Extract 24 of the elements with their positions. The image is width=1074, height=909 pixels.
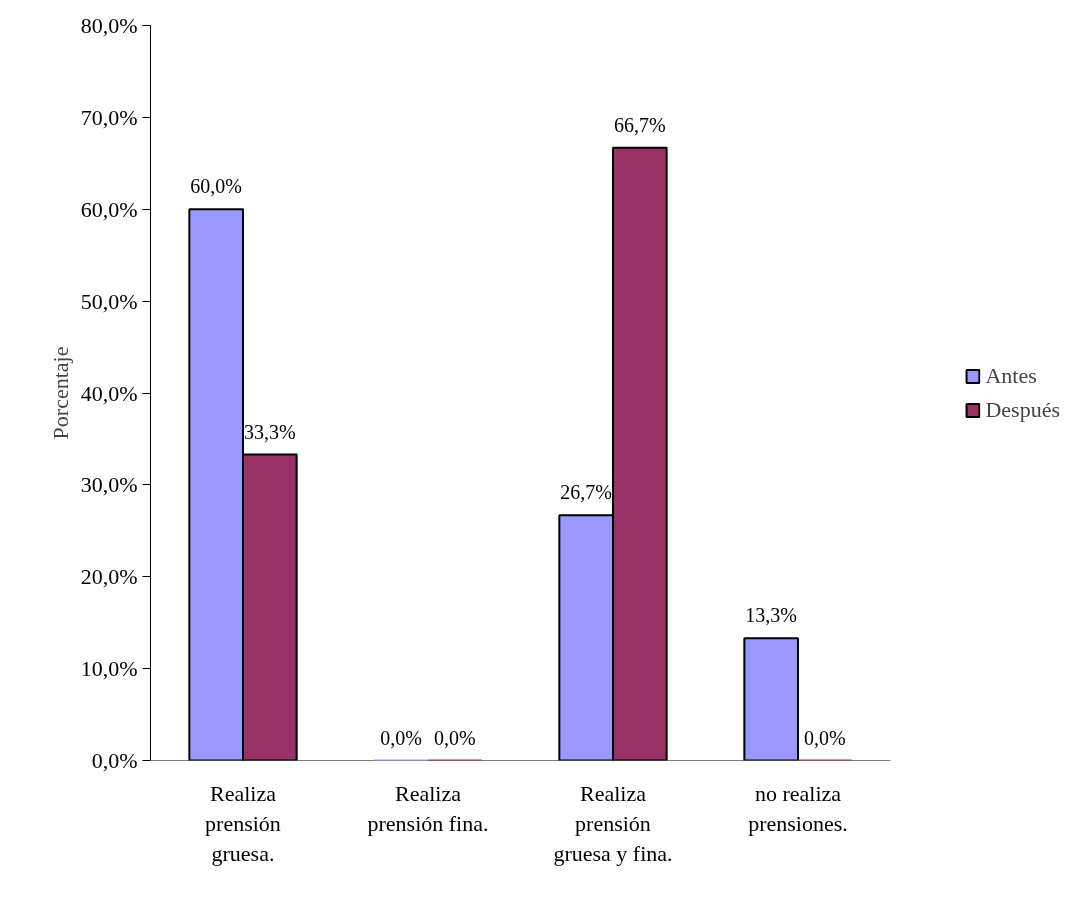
data-label: 0,0% [803, 726, 846, 749]
data-label: 26,7% [560, 481, 613, 504]
legend-label: Después [985, 396, 1060, 423]
y-tick-label: 10,0% [80, 656, 138, 682]
y-tick-label: 50,0% [80, 288, 138, 314]
data-label: 66,7% [613, 113, 666, 136]
data-label: 0,0% [433, 726, 476, 749]
data-label: 13,3% [745, 604, 798, 627]
y-tick-label: 70,0% [80, 104, 138, 130]
y-tick-label: 20,0% [80, 564, 138, 590]
data-label: 33,3% [243, 420, 296, 443]
y-tick-label: 30,0% [80, 472, 138, 498]
y-tick-label: 60,0% [80, 196, 138, 222]
y-axis-title: Porcentaje [47, 346, 73, 440]
y-tick-label: 0,0% [91, 748, 138, 773]
data-label: 0,0% [380, 726, 423, 749]
x-tick-label: Realiza prensión gruesa y fina. [553, 780, 673, 866]
y-tick-label: 40,0% [80, 380, 138, 406]
x-tick-label: Realiza prensión gruesa. [205, 780, 281, 866]
data-label: 60,0% [190, 175, 243, 198]
x-tick-label: no realiza prensiones. [748, 780, 848, 836]
x-tick-label: Realiza prensión fina. [367, 780, 489, 836]
legend-label: Antes [985, 362, 1037, 389]
y-tick-label: 80,0% [80, 13, 138, 38]
